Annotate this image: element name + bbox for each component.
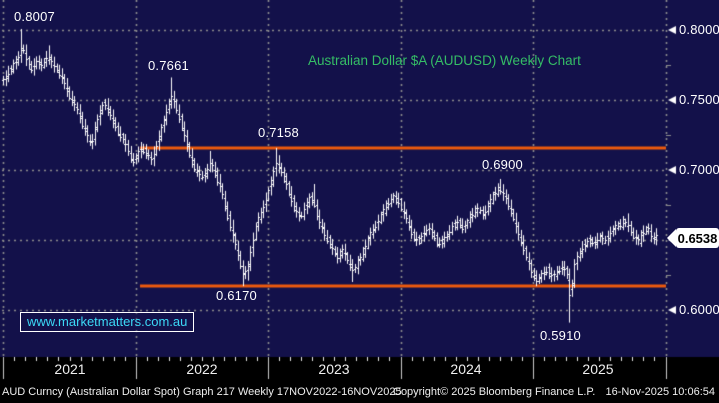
- x-year-label-2025: 2025: [582, 361, 614, 377]
- price-annotation-0.7661: 0.7661: [148, 58, 189, 73]
- timestamp: 16-Nov-2025 10:06:54: [605, 386, 715, 398]
- last-price-badge: 0.6538: [667, 228, 719, 248]
- y-axis-label-0.7000: 0.7000: [679, 162, 719, 177]
- x-year-label-2024: 2024: [450, 361, 482, 377]
- price-annotation-0.6900: 0.6900: [482, 157, 523, 172]
- x-year-label-2023: 2023: [318, 361, 350, 377]
- y-axis-label-0.7500: 0.7500: [679, 92, 719, 107]
- chart-title: Australian Dollar $A (AUDUSD) Weekly Cha…: [308, 53, 581, 68]
- price-annotation-0.5910: 0.5910: [540, 328, 581, 343]
- x-year-label-2021: 2021: [54, 361, 86, 377]
- x-year-label-2022: 2022: [186, 361, 218, 377]
- price-annotation-0.6170: 0.6170: [216, 288, 257, 303]
- y-axis-label-0.6000: 0.6000: [679, 302, 719, 317]
- security-description: AUD Curncy (Australian Dollar Spot) Grap…: [2, 386, 402, 398]
- price-annotation-0.8007: 0.8007: [14, 9, 55, 24]
- price-annotation-0.7158: 0.7158: [258, 125, 299, 140]
- y-axis-label-0.8000: 0.8000: [679, 22, 719, 37]
- copyright-notice: Copyright© 2025 Bloomberg Finance L.P.: [393, 386, 596, 398]
- watermark-box: www.marketmatters.com.au: [20, 312, 195, 332]
